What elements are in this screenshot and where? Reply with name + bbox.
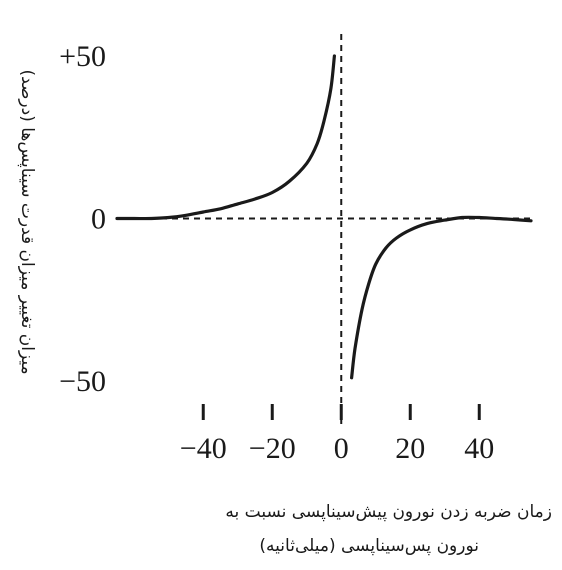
x-axis-title-line2: نورون پس‌سیناپسی (میلی‌ثانیه) (259, 536, 479, 556)
x-tick-label-3: 20 (395, 432, 425, 465)
x-tick-label-1: −20 (249, 432, 296, 465)
x-tick-label-0: −40 (180, 432, 227, 465)
y-axis-title: میزان تغییر میزان قدرت سیناپس‌ها (درصد) (17, 69, 37, 374)
x-tick-label-4: 40 (464, 432, 494, 465)
chart-axes (117, 34, 533, 424)
y-tick-labels: +50 0 −50 (59, 40, 106, 398)
x-tick-label-2: 0 (334, 432, 349, 465)
y-tick-label-0: +50 (59, 40, 106, 73)
y-tick-label-2: −50 (59, 365, 106, 398)
x-axis-ticks (201, 404, 481, 420)
series-line-post-before-pre (350, 215, 533, 380)
x-axis-title-line1: زمان ضربه زدن نورون پیش‌سیناپسی نسبت به (225, 502, 552, 522)
series-lines (115, 54, 533, 380)
y-tick-label-1: 0 (91, 203, 106, 236)
series-line-pre-before-post (115, 54, 336, 221)
x-tick-labels: −40 −20 0 20 40 (180, 432, 494, 465)
